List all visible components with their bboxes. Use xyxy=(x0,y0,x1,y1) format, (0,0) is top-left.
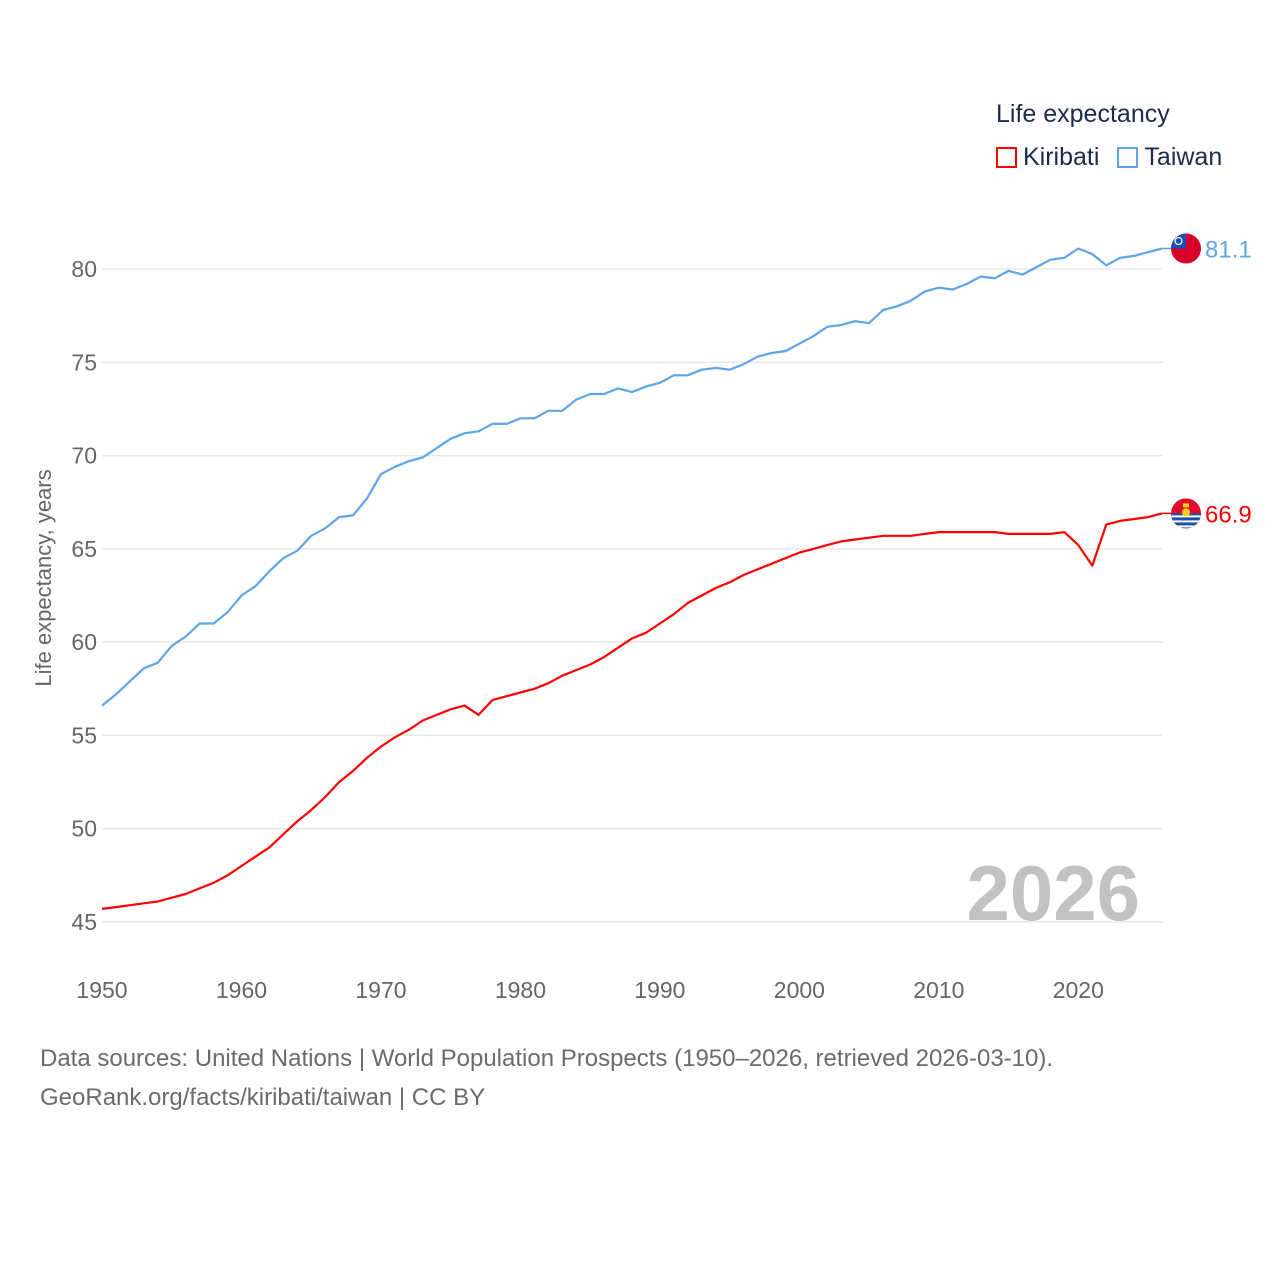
y-axis-title: Life expectancy, years xyxy=(31,469,56,686)
y-tick-label: 55 xyxy=(71,722,97,748)
x-tick-label: 1970 xyxy=(355,977,406,1003)
x-tick-label: 1980 xyxy=(495,977,546,1003)
legend-label-taiwan: Taiwan xyxy=(1144,143,1223,171)
x-tick-label: 2010 xyxy=(913,977,964,1003)
legend: Kiribati Taiwan xyxy=(996,143,1240,172)
series-line-taiwan xyxy=(101,247,1163,707)
flag-kiribati-icon xyxy=(1171,498,1201,529)
y-tick-label: 75 xyxy=(71,349,97,375)
y-tick-label: 50 xyxy=(71,816,97,842)
year-watermark: 2026 xyxy=(966,849,1140,937)
legend-item-kiribati[interactable]: Kiribati xyxy=(996,143,1099,172)
y-tick-label: 70 xyxy=(71,443,97,469)
legend-item-taiwan[interactable]: Taiwan xyxy=(1117,143,1222,172)
legend-swatch-taiwan xyxy=(1117,147,1139,168)
y-tick-label: 65 xyxy=(71,536,97,562)
end-value-label-taiwan: 81.1 xyxy=(1205,236,1252,263)
footer-link[interactable]: GeoRank.org/facts/kiribati/taiwan | CC B… xyxy=(40,1084,486,1111)
x-tick-label: 1960 xyxy=(216,977,267,1003)
series-line-kiribati xyxy=(101,512,1163,910)
flag-taiwan-icon xyxy=(1171,233,1201,264)
x-tick-label: 1950 xyxy=(76,977,127,1003)
x-tick-label: 1990 xyxy=(634,977,685,1003)
y-tick-label: 60 xyxy=(71,629,97,655)
legend-swatch-kiribati xyxy=(996,147,1017,168)
legend-title: Life expectancy xyxy=(996,100,1170,128)
end-value-label-kiribati: 66.9 xyxy=(1205,501,1252,528)
x-tick-label: 2020 xyxy=(1053,977,1104,1003)
x-tick-label: 2000 xyxy=(774,977,825,1003)
y-tick-label: 45 xyxy=(71,909,97,935)
y-tick-label: 80 xyxy=(71,256,97,282)
legend-label-kiribati: Kiribati xyxy=(1023,143,1100,171)
footer-sources: Data sources: United Nations | World Pop… xyxy=(40,1045,1054,1072)
